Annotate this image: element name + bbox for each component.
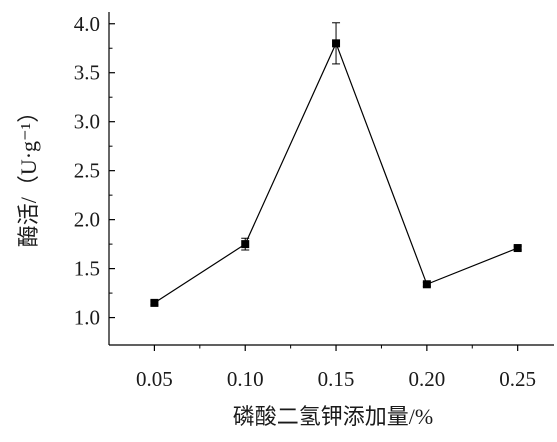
y-axis-title: 酶活/（U·g⁻¹） — [16, 101, 41, 248]
series — [150, 22, 522, 307]
y-tick-label: 4.0 — [74, 12, 100, 36]
y-tick-label: 3.0 — [74, 110, 100, 134]
y-tick-label: 2.5 — [74, 159, 100, 183]
data-point-marker — [241, 240, 250, 249]
y-tick-label: 3.5 — [74, 61, 100, 85]
x-tick-label: 0.20 — [408, 367, 445, 391]
series-line — [154, 41, 518, 304]
ticks: 1.0 1.5 2.0 2.5 3.0 3.5 4.0 0.05 0.10 0.15 0.20 0.2… — [74, 12, 536, 391]
x-tick-label: 0.15 — [318, 367, 355, 391]
axes — [108, 12, 554, 346]
y-tick-label: 1.5 — [74, 257, 100, 281]
data-point-marker — [150, 298, 159, 307]
x-axis-title: 磷酸二氢钾添加量/% — [233, 404, 433, 429]
y-tick-label: 2.0 — [74, 208, 100, 232]
data-point-marker — [513, 244, 522, 253]
x-tick-label: 0.05 — [136, 367, 173, 391]
data-point-marker — [332, 39, 341, 48]
data-point-marker — [422, 280, 431, 289]
x-tick-label: 0.25 — [499, 367, 536, 391]
x-tick-label: 0.10 — [227, 367, 264, 391]
y-tick-label: 1.0 — [74, 306, 100, 330]
